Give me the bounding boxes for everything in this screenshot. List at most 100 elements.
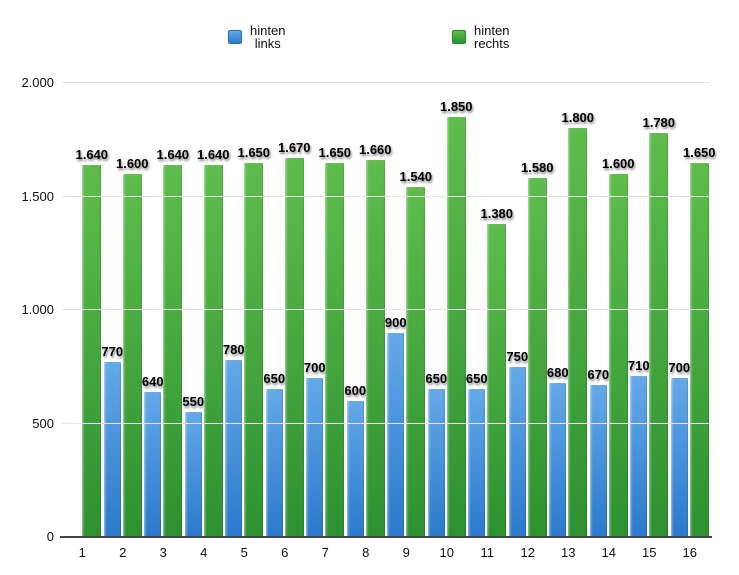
bar-hinten-rechts-7[interactable]: 1.650 (318, 145, 351, 537)
y-axis: 0 500 1.000 1.500 2.000 (0, 75, 54, 544)
bar-hinten-rechts-15[interactable]: 1.780 (642, 115, 675, 537)
value-label-hinten-links-7: 700 (303, 360, 326, 376)
y-tick-label-0: 0 (46, 529, 54, 544)
value-label-hinten-links-3: 640 (141, 373, 164, 389)
x-tick-label-15: 15 (642, 545, 657, 560)
bar-hinten-links-16[interactable]: 700 (668, 360, 690, 537)
value-label-hinten-links-6: 650 (263, 371, 286, 387)
bar-hinten-rechts-14[interactable]: 1.600 (602, 156, 635, 537)
value-label-hinten-rechts-11: 1.380 (480, 205, 514, 221)
value-label-hinten-rechts-5: 1.650 (237, 144, 271, 160)
plot-area: 1.640 770 1.600 640 1.640 550 1.640 780 1.650 650… (60, 82, 716, 538)
bar-hinten-links-4[interactable]: 550 (182, 394, 204, 537)
bar-hinten-links-2[interactable]: 770 (101, 344, 123, 537)
bar-series-container: 1.640 770 1.600 640 1.640 550 1.640 780 1.650 650… (62, 83, 716, 537)
y-tick-label-500: 500 (32, 415, 54, 431)
x-tick-label-3: 3 (159, 545, 167, 560)
legend-entry-hinten-links[interactable]: hinten links (228, 24, 285, 50)
value-label-hinten-rechts-4: 1.640 (196, 146, 230, 162)
value-label-hinten-links-15: 710 (627, 357, 650, 373)
bar-hinten-rechts-11[interactable]: 1.380 (480, 206, 513, 537)
bar-group-5: 780 1.650 (223, 83, 270, 537)
legend-label-hinten-rechts: hinten rechts (474, 23, 510, 51)
bar-hinten-links-5[interactable]: 780 (223, 342, 245, 537)
bar-hinten-rechts-8[interactable]: 1.660 (359, 142, 392, 537)
bar-hinten-links-10[interactable]: 650 (425, 371, 447, 537)
bar-hinten-links-3[interactable]: 640 (142, 374, 164, 537)
legend-entry-hinten-rechts[interactable]: hinten rechts (452, 24, 509, 50)
bar-group-1: 1.640 (62, 83, 108, 537)
bar-group-10: 650 1.850 (425, 83, 473, 537)
bar-hinten-rechts-10[interactable]: 1.850 (440, 99, 473, 537)
bar-hinten-links-12[interactable]: 750 (506, 349, 528, 537)
value-label-hinten-links-11: 650 (465, 371, 488, 387)
bar-group-8: 600 1.660 (344, 83, 392, 537)
x-axis-line (60, 536, 712, 538)
bar-hinten-links-14[interactable]: 670 (587, 367, 609, 537)
x-tick-label-11: 11 (480, 545, 495, 560)
bar-group-7: 700 1.650 (304, 83, 351, 537)
value-label-hinten-rechts-16: 1.650 (682, 144, 716, 160)
value-label-hinten-rechts-15: 1.780 (642, 114, 676, 130)
bar-hinten-links-13[interactable]: 680 (547, 365, 569, 537)
x-tick-label-2: 2 (119, 545, 127, 560)
value-label-hinten-links-10: 650 (425, 371, 448, 387)
bar-hinten-rechts-4[interactable]: 1.640 (197, 147, 230, 537)
x-tick-label-5: 5 (240, 545, 248, 560)
x-tick-label-16: 16 (682, 545, 697, 560)
bar-group-4: 550 1.640 (182, 83, 230, 537)
value-label-hinten-rechts-3: 1.640 (156, 146, 190, 162)
bar-group-2: 770 1.600 (101, 83, 149, 537)
bar-group-15: 710 1.780 (628, 83, 675, 537)
x-tick-label-7: 7 (321, 545, 329, 560)
bar-hinten-rechts-9[interactable]: 1.540 (399, 169, 432, 537)
bar-hinten-rechts-6[interactable]: 1.670 (278, 140, 311, 537)
value-label-hinten-links-13: 680 (546, 364, 569, 380)
value-label-hinten-rechts-10: 1.850 (439, 99, 473, 114)
value-label-hinten-rechts-6: 1.670 (277, 139, 311, 155)
gridline-500 (62, 422, 710, 424)
bar-hinten-rechts-1[interactable]: 1.640 (75, 147, 108, 537)
x-tick-label-6: 6 (281, 545, 289, 560)
x-tick-label-1: 1 (78, 545, 86, 560)
x-tick-label-13: 13 (561, 545, 576, 560)
x-axis: 1 2 3 4 5 6 7 8 9 10 11 12 13 14 15 16 (62, 545, 710, 560)
x-tick-label-10: 10 (439, 545, 454, 560)
value-label-hinten-links-14: 670 (587, 366, 610, 382)
bar-hinten-rechts-16[interactable]: 1.650 (683, 145, 716, 537)
bar-hinten-links-11[interactable]: 650 (466, 371, 488, 537)
bar-hinten-rechts-13[interactable]: 1.800 (561, 110, 594, 537)
bar-group-11: 650 1.380 (466, 83, 513, 537)
bar-group-12: 750 1.580 (506, 83, 554, 537)
value-label-hinten-rechts-9: 1.540 (399, 169, 433, 185)
y-tick-label-1.500: 1.500 (21, 188, 54, 204)
bar-hinten-rechts-5[interactable]: 1.650 (237, 145, 270, 537)
value-label-hinten-rechts-1: 1.640 (75, 146, 109, 162)
bar-hinten-links-6[interactable]: 650 (263, 371, 285, 537)
bar-hinten-rechts-3[interactable]: 1.640 (156, 147, 189, 537)
value-label-hinten-links-8: 600 (344, 382, 367, 398)
y-tick-label-1.000: 1.000 (21, 302, 54, 317)
bar-hinten-links-7[interactable]: 700 (304, 360, 326, 537)
value-label-hinten-rechts-7: 1.650 (318, 144, 352, 160)
value-label-hinten-links-5: 780 (222, 341, 245, 357)
value-label-hinten-links-16: 700 (668, 360, 691, 376)
bar-group-3: 640 1.640 (142, 83, 189, 537)
bar-hinten-links-8[interactable]: 600 (344, 383, 366, 537)
gridline-2000 (62, 82, 710, 83)
value-label-hinten-rechts-13: 1.800 (561, 110, 595, 126)
bar-hinten-rechts-12[interactable]: 1.580 (521, 160, 554, 537)
value-label-hinten-rechts-14: 1.600 (601, 155, 635, 171)
legend-swatch-green-icon (452, 30, 466, 44)
bar-group-9: 900 1.540 (385, 83, 432, 537)
x-tick-label-4: 4 (200, 545, 208, 560)
value-label-hinten-rechts-2: 1.600 (115, 155, 149, 171)
bar-hinten-links-15[interactable]: 710 (628, 358, 650, 537)
bar-hinten-links-9[interactable]: 900 (385, 315, 407, 537)
bar-hinten-rechts-2[interactable]: 1.600 (116, 156, 149, 537)
value-label-hinten-links-12: 750 (506, 348, 529, 364)
x-tick-label-12: 12 (520, 545, 535, 560)
value-label-hinten-links-2: 770 (101, 344, 124, 360)
x-tick-label-9: 9 (402, 545, 410, 560)
